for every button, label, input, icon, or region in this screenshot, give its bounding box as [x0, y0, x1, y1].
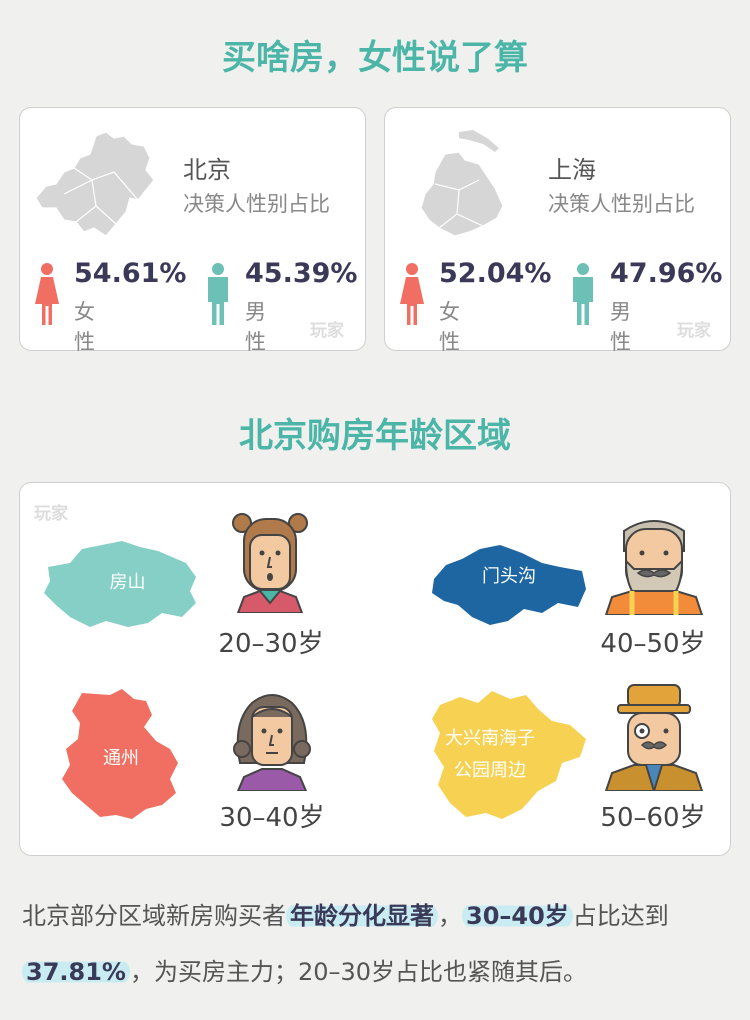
middle-aged-woman-avatar-icon [233, 694, 311, 791]
region-label: 房山 [109, 572, 146, 593]
age-range-label: 40–50岁 [600, 629, 706, 659]
region-label: 门头沟 [482, 566, 536, 587]
tongzhou-region-map [62, 689, 178, 819]
bearded-man-avatar-icon [604, 520, 704, 615]
city-name: 上海 [548, 156, 596, 184]
age-range-label: 20–30岁 [218, 629, 324, 659]
watermark-logo: 玩家 [34, 504, 68, 524]
beijing-gender-card: 北京 决策人性别占比 54.61% 女性 45.39% 男性 玩家 [19, 107, 366, 354]
city-subtitle: 决策人性别占比 [183, 192, 330, 216]
male-label: 男性 [610, 300, 631, 354]
summary-highlight: 37.81% [22, 958, 130, 986]
mentougou-region-map [432, 545, 586, 625]
summary-text: 占比达到 [572, 902, 669, 930]
male-percentage: 47.96% [610, 258, 723, 289]
city-name: 北京 [183, 156, 231, 184]
summary-highlight: 年龄分化显著 [286, 902, 438, 930]
summary-text: 北京部分区域新房购买者 [22, 902, 286, 930]
summary-paragraph: 北京部分区域新房购买者 年龄分化显著， 30–40岁 占比达到 37.81% ，为买房主力… [22, 888, 732, 1000]
region-label: 大兴南海子 [445, 728, 535, 749]
fangshan-region-map [44, 541, 196, 627]
female-icon [400, 263, 424, 325]
shanghai-gender-card: 上海 决策人性别占比 52.04% 女性 47.96% 男性 玩家 [384, 107, 731, 354]
female-icon [35, 263, 59, 325]
region-label: 通州 [103, 748, 139, 769]
city-subtitle: 决策人性别占比 [548, 192, 695, 216]
age-section-title: 北京购房年龄区域 [239, 416, 511, 456]
age-range-label: 30–40岁 [219, 803, 325, 833]
age-region-card: 玩家 房山 20–30岁 门头沟 40–50岁 通州 [19, 482, 731, 856]
watermark-logo: 玩家 [310, 321, 344, 341]
elderly-man-monocle-avatar-icon [604, 684, 704, 791]
female-label: 女性 [439, 300, 460, 354]
summary-highlight: 30–40岁 [462, 902, 573, 930]
summary-text: ，为买房主力；20–30岁占比也紧随其后。 [129, 958, 588, 986]
female-percentage: 52.04% [439, 258, 552, 289]
gender-section-title: 买啥房，女性说了算 [222, 38, 528, 78]
beijing-map-icon [35, 131, 155, 237]
region-label: 公园周边 [454, 760, 526, 781]
female-label: 女性 [74, 300, 95, 354]
male-label: 男性 [245, 300, 266, 354]
female-percentage: 54.61% [74, 258, 187, 289]
age-range-label: 50–60岁 [600, 803, 706, 833]
daxing-nanhaizi-region-map [432, 691, 586, 819]
male-percentage: 45.39% [245, 258, 358, 289]
young-woman-avatar-icon [232, 513, 308, 613]
shanghai-map-icon [420, 130, 504, 237]
watermark-logo: 玩家 [677, 321, 711, 341]
summary-text: ， [438, 902, 462, 930]
male-icon [208, 263, 228, 325]
male-icon [573, 263, 593, 325]
